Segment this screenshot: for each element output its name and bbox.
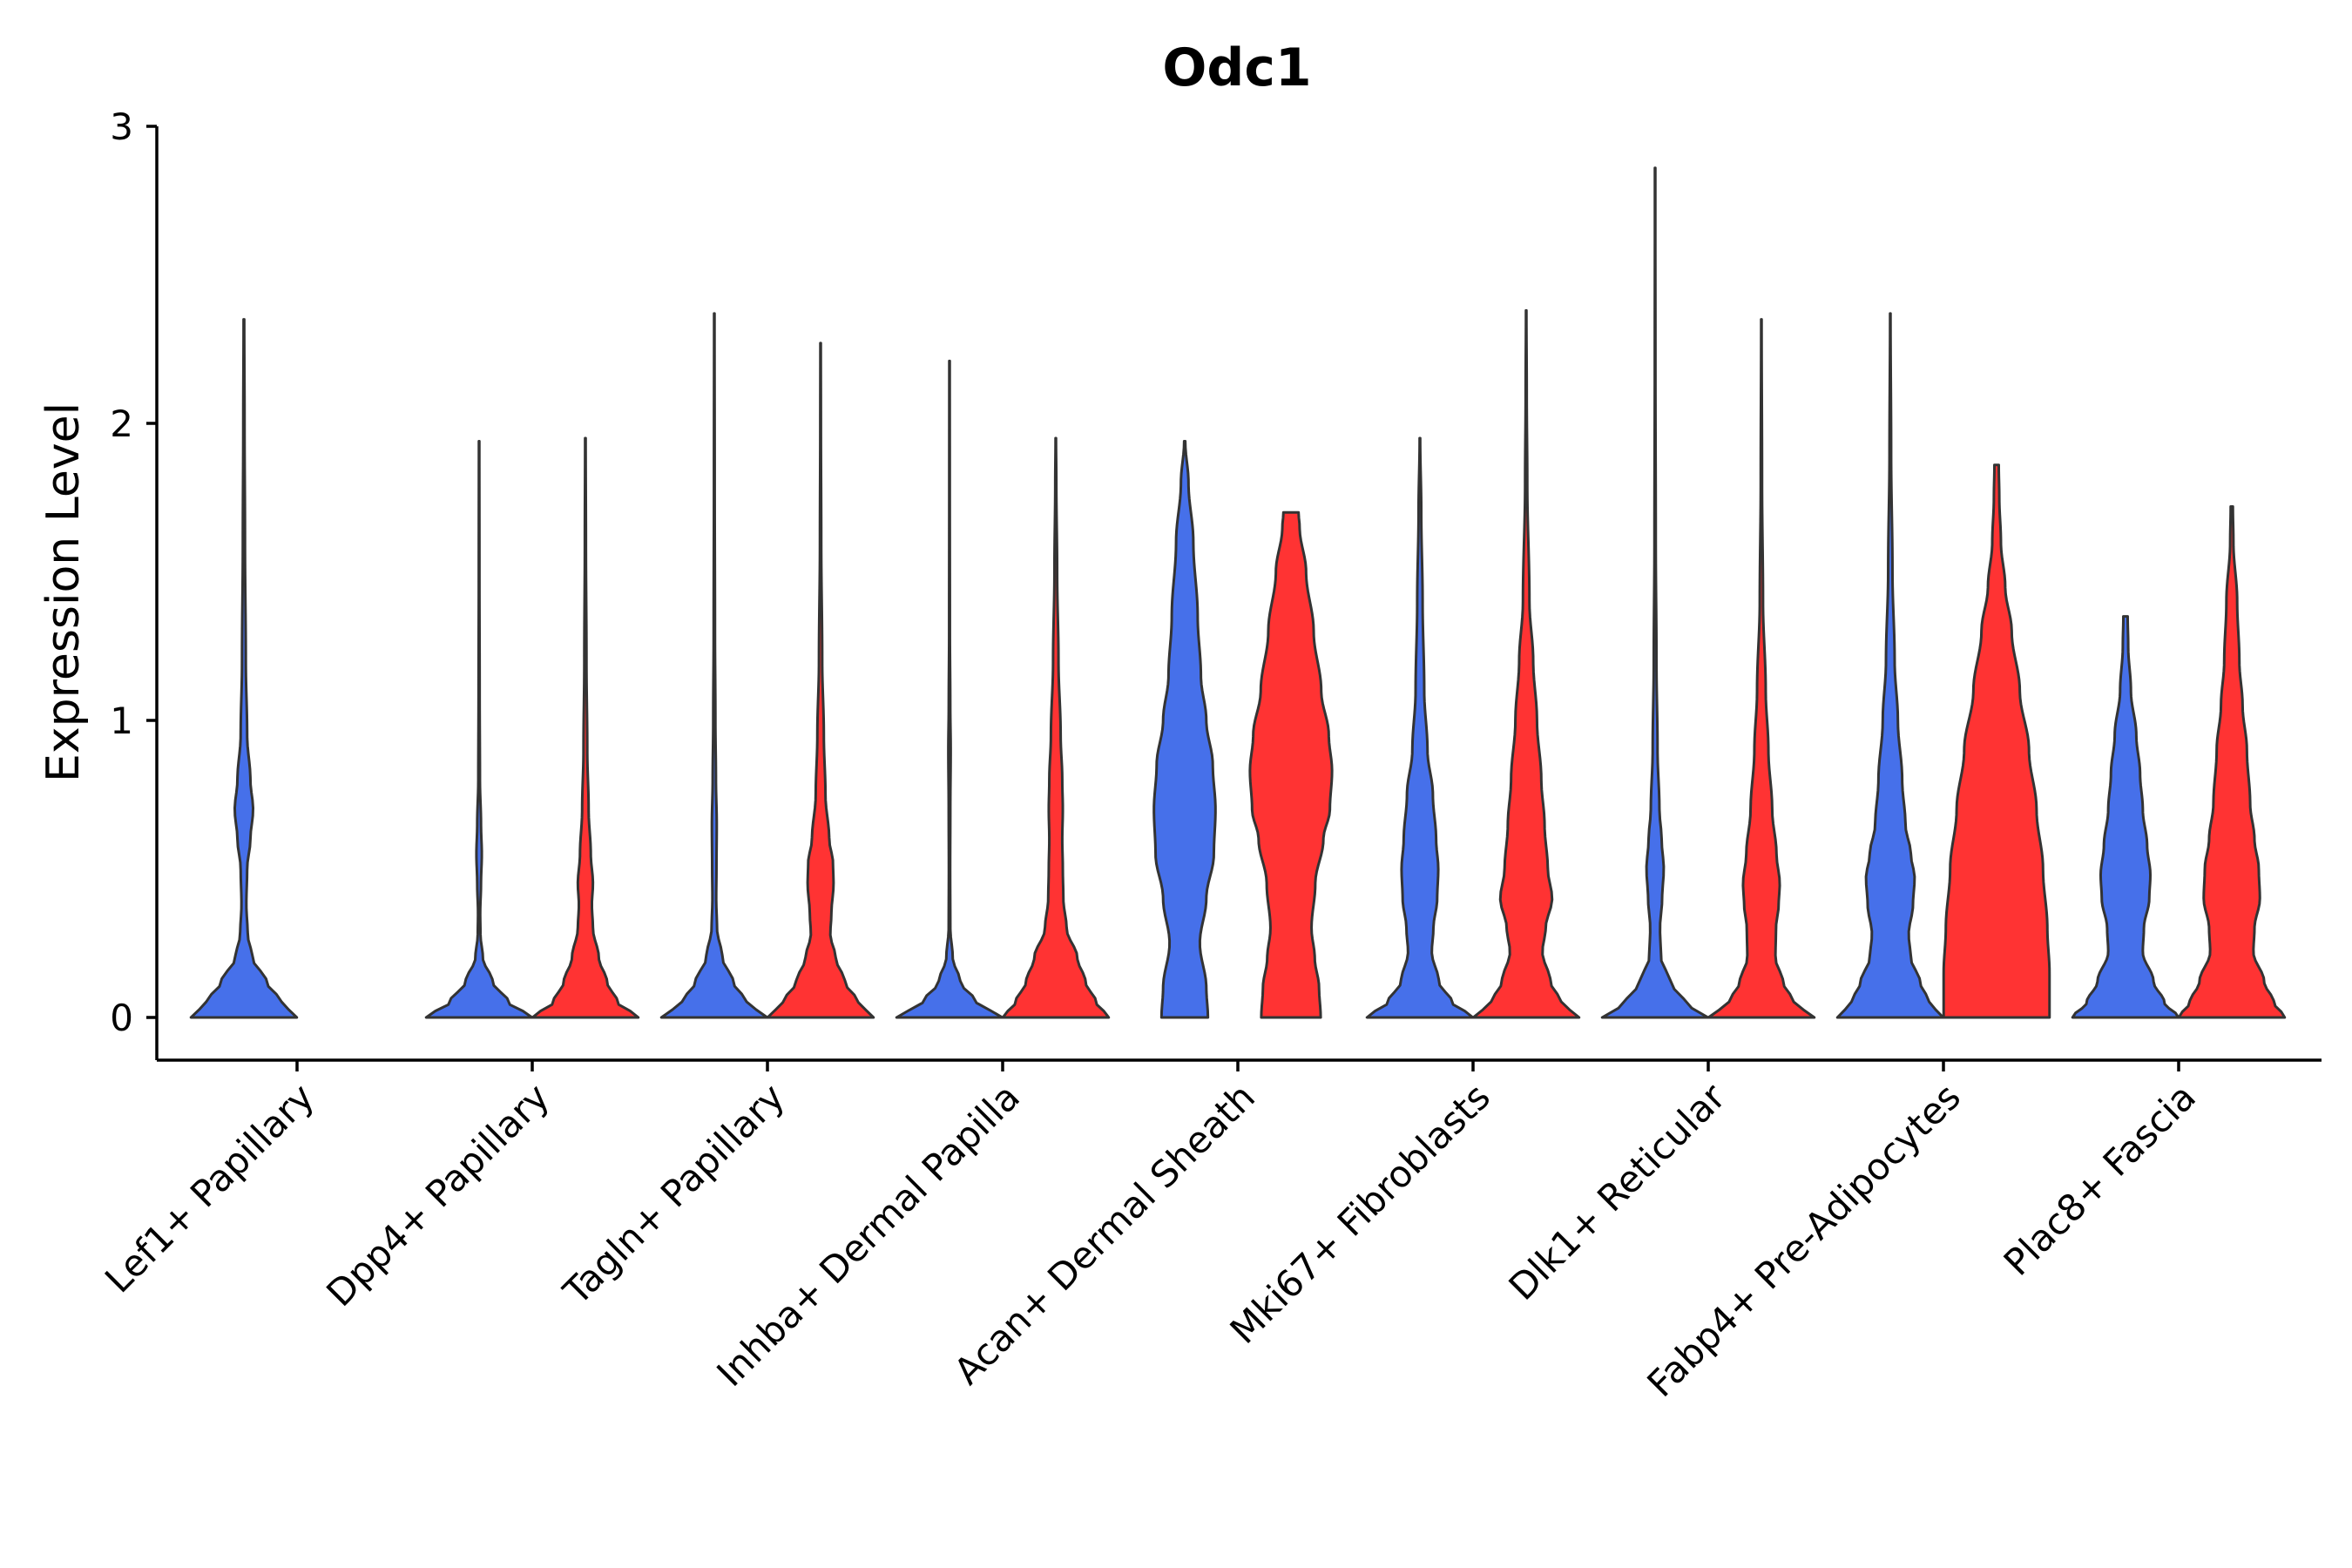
- violin-acan-dermal-sheath-red: [1248, 510, 1334, 1019]
- chart-title: Odc1: [1162, 37, 1311, 98]
- violin-fabp4-pre-adipocytes-red: [1942, 463, 2051, 1019]
- violin-inhba-dermal-papilla-blue: [895, 359, 1004, 1019]
- violin-fabp4-pre-adipocytes-blue: [1835, 312, 1945, 1019]
- violin-dpp4-papillary-red: [531, 436, 640, 1019]
- violin-acan-dermal-sheath-blue: [1152, 439, 1217, 1019]
- y-axis-label: Expression Level: [37, 402, 90, 782]
- violin-mki67-fibroblasts-blue: [1365, 436, 1475, 1019]
- violin-dpp4-papillary-blue: [424, 439, 534, 1019]
- violin-plac8-fascia-red: [2177, 504, 2287, 1019]
- y-tick-label: 0: [110, 997, 133, 1039]
- violin-inhba-dermal-papilla-red: [1001, 436, 1111, 1019]
- y-tick-label: 1: [110, 700, 133, 742]
- violin-tagln-papillary-red: [766, 341, 875, 1019]
- y-tick-label: 3: [110, 105, 133, 148]
- y-ticks: 0 1 2 3: [110, 105, 157, 1039]
- violin-dlk1-reticular-blue: [1600, 166, 1710, 1019]
- y-tick-label: 2: [110, 402, 133, 445]
- violin-mki67-fibroblasts-red: [1471, 308, 1581, 1019]
- violin-dlk1-reticular-red: [1707, 318, 1816, 1019]
- violin-layer: [189, 166, 2287, 1019]
- violin-tagln-papillary-blue: [659, 312, 769, 1019]
- violin-lef1-papillary-blue: [189, 318, 299, 1019]
- violin-plac8-fascia-blue: [2071, 615, 2180, 1019]
